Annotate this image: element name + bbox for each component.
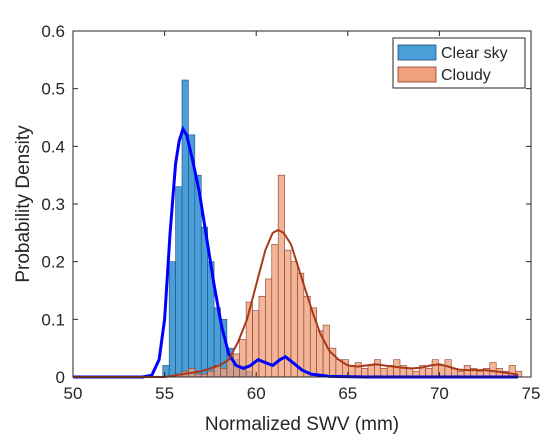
cloudy-bar-13 xyxy=(258,295,266,378)
x-tick-label: 60 xyxy=(247,384,266,403)
y-tick-label: 0.5 xyxy=(41,80,65,99)
cloudy-bar-16 xyxy=(277,174,285,378)
legend-label-cloudy: Cloudy xyxy=(441,67,491,84)
y-axis-ticks: 0 0.1 0.2 0.3 0.4 0.5 0.6 xyxy=(41,22,531,387)
cloudy-bar-31 xyxy=(374,359,382,378)
clear-sky-bar-6 xyxy=(200,226,208,378)
y-tick-label: 0.2 xyxy=(41,253,65,272)
legend-swatch-cloudy xyxy=(397,66,437,83)
cloudy-bar-12 xyxy=(252,310,260,378)
x-tick-label: 50 xyxy=(64,384,83,403)
clear-sky-histogram xyxy=(162,79,253,378)
cloudy-density-curve xyxy=(73,228,519,378)
cloudy-bar-30 xyxy=(367,365,375,378)
y-tick-label: 0 xyxy=(56,368,65,387)
clear-sky-bar-3 xyxy=(181,79,189,378)
cloudy-bar-18 xyxy=(290,261,298,378)
x-axis-ticks: 50 55 60 65 70 75 xyxy=(64,31,541,403)
clear-sky-bar-2 xyxy=(175,186,183,378)
cloudy-bar-5 xyxy=(207,370,215,378)
x-tick-label: 65 xyxy=(338,384,357,403)
x-axis-title: Normalized SWV (mm) xyxy=(205,414,399,435)
x-tick-label: 75 xyxy=(522,384,541,403)
cloudy-bar-40 xyxy=(431,359,439,378)
legend-label-clear-sky: Clear sky xyxy=(441,45,508,62)
cloudy-bar-45 xyxy=(463,365,471,378)
clear-sky-density-curve xyxy=(73,125,519,379)
cloudy-bar-15 xyxy=(271,244,279,378)
y-tick-label: 0.3 xyxy=(41,195,65,214)
cloudy-bar-7 xyxy=(220,368,228,378)
clear-sky-bar-1 xyxy=(168,261,176,378)
legend-swatch-clear-sky xyxy=(397,44,437,61)
cloudy-bar-52 xyxy=(508,365,516,378)
y-tick-label: 0.4 xyxy=(41,137,65,156)
clear-sky-bar-0 xyxy=(162,365,170,378)
cloudy-bar-20 xyxy=(303,295,311,378)
cloudy-bar-34 xyxy=(393,359,401,378)
legend: Clear sky Cloudy xyxy=(392,37,526,89)
y-tick-label: 0.6 xyxy=(41,22,65,41)
cloudy-bar-10 xyxy=(239,339,247,378)
cloudy-bar-28 xyxy=(354,362,362,378)
y-axis-title: Probability Density xyxy=(13,125,34,283)
x-tick-label: 70 xyxy=(430,384,449,403)
cloudy-bar-19 xyxy=(297,272,305,378)
y-tick-label: 0.1 xyxy=(41,310,65,329)
x-tick-label: 55 xyxy=(155,384,174,403)
cloudy-bar-42 xyxy=(444,359,452,378)
